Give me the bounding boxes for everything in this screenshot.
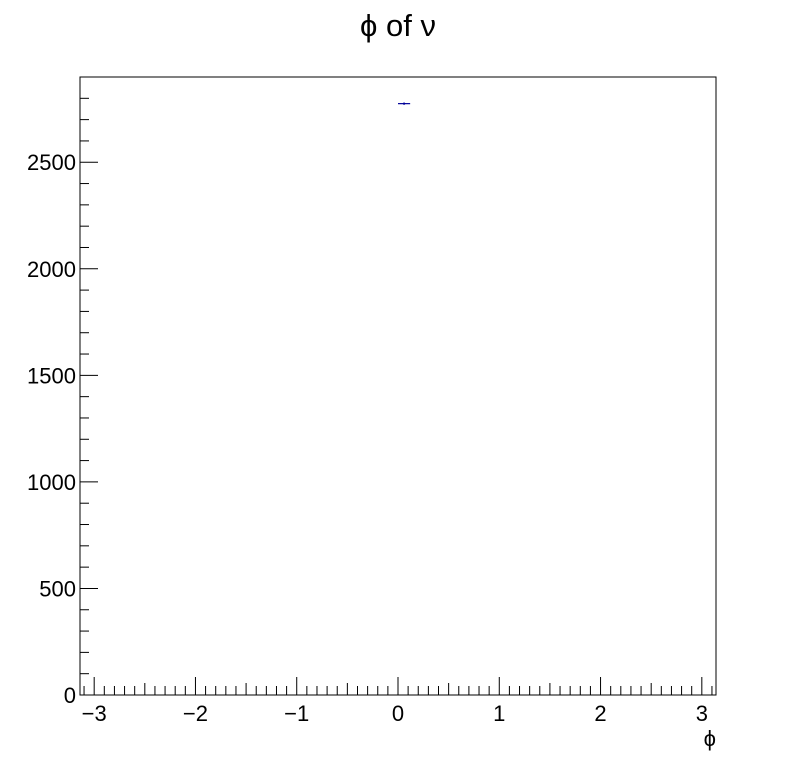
y-tick-label: 2500 [27, 150, 76, 175]
y-tick-label: 500 [39, 576, 76, 601]
x-tick-label: 1 [493, 701, 505, 726]
y-tick-label: 0 [64, 683, 76, 708]
data-points [398, 102, 411, 105]
axis-ticks [80, 76, 713, 696]
x-tick-label: 0 [392, 701, 404, 726]
x-tick-label: 3 [696, 701, 708, 726]
chart-title: ϕ of ν [360, 8, 436, 43]
y-tick-label: 1000 [27, 470, 76, 495]
y-tick-label: 2000 [27, 257, 76, 282]
x-tick-label: −2 [183, 701, 208, 726]
x-axis-label: ϕ [704, 726, 716, 751]
x-tick-label: −1 [284, 701, 309, 726]
x-tick-label: −3 [82, 701, 107, 726]
x-tick-label: 2 [594, 701, 606, 726]
y-tick-label: 1500 [27, 363, 76, 388]
data-point [402, 102, 406, 105]
tick-labels: −3 −2 −1 0 1 2 3 0 500 1000 1500 2000 2500 [27, 150, 708, 726]
